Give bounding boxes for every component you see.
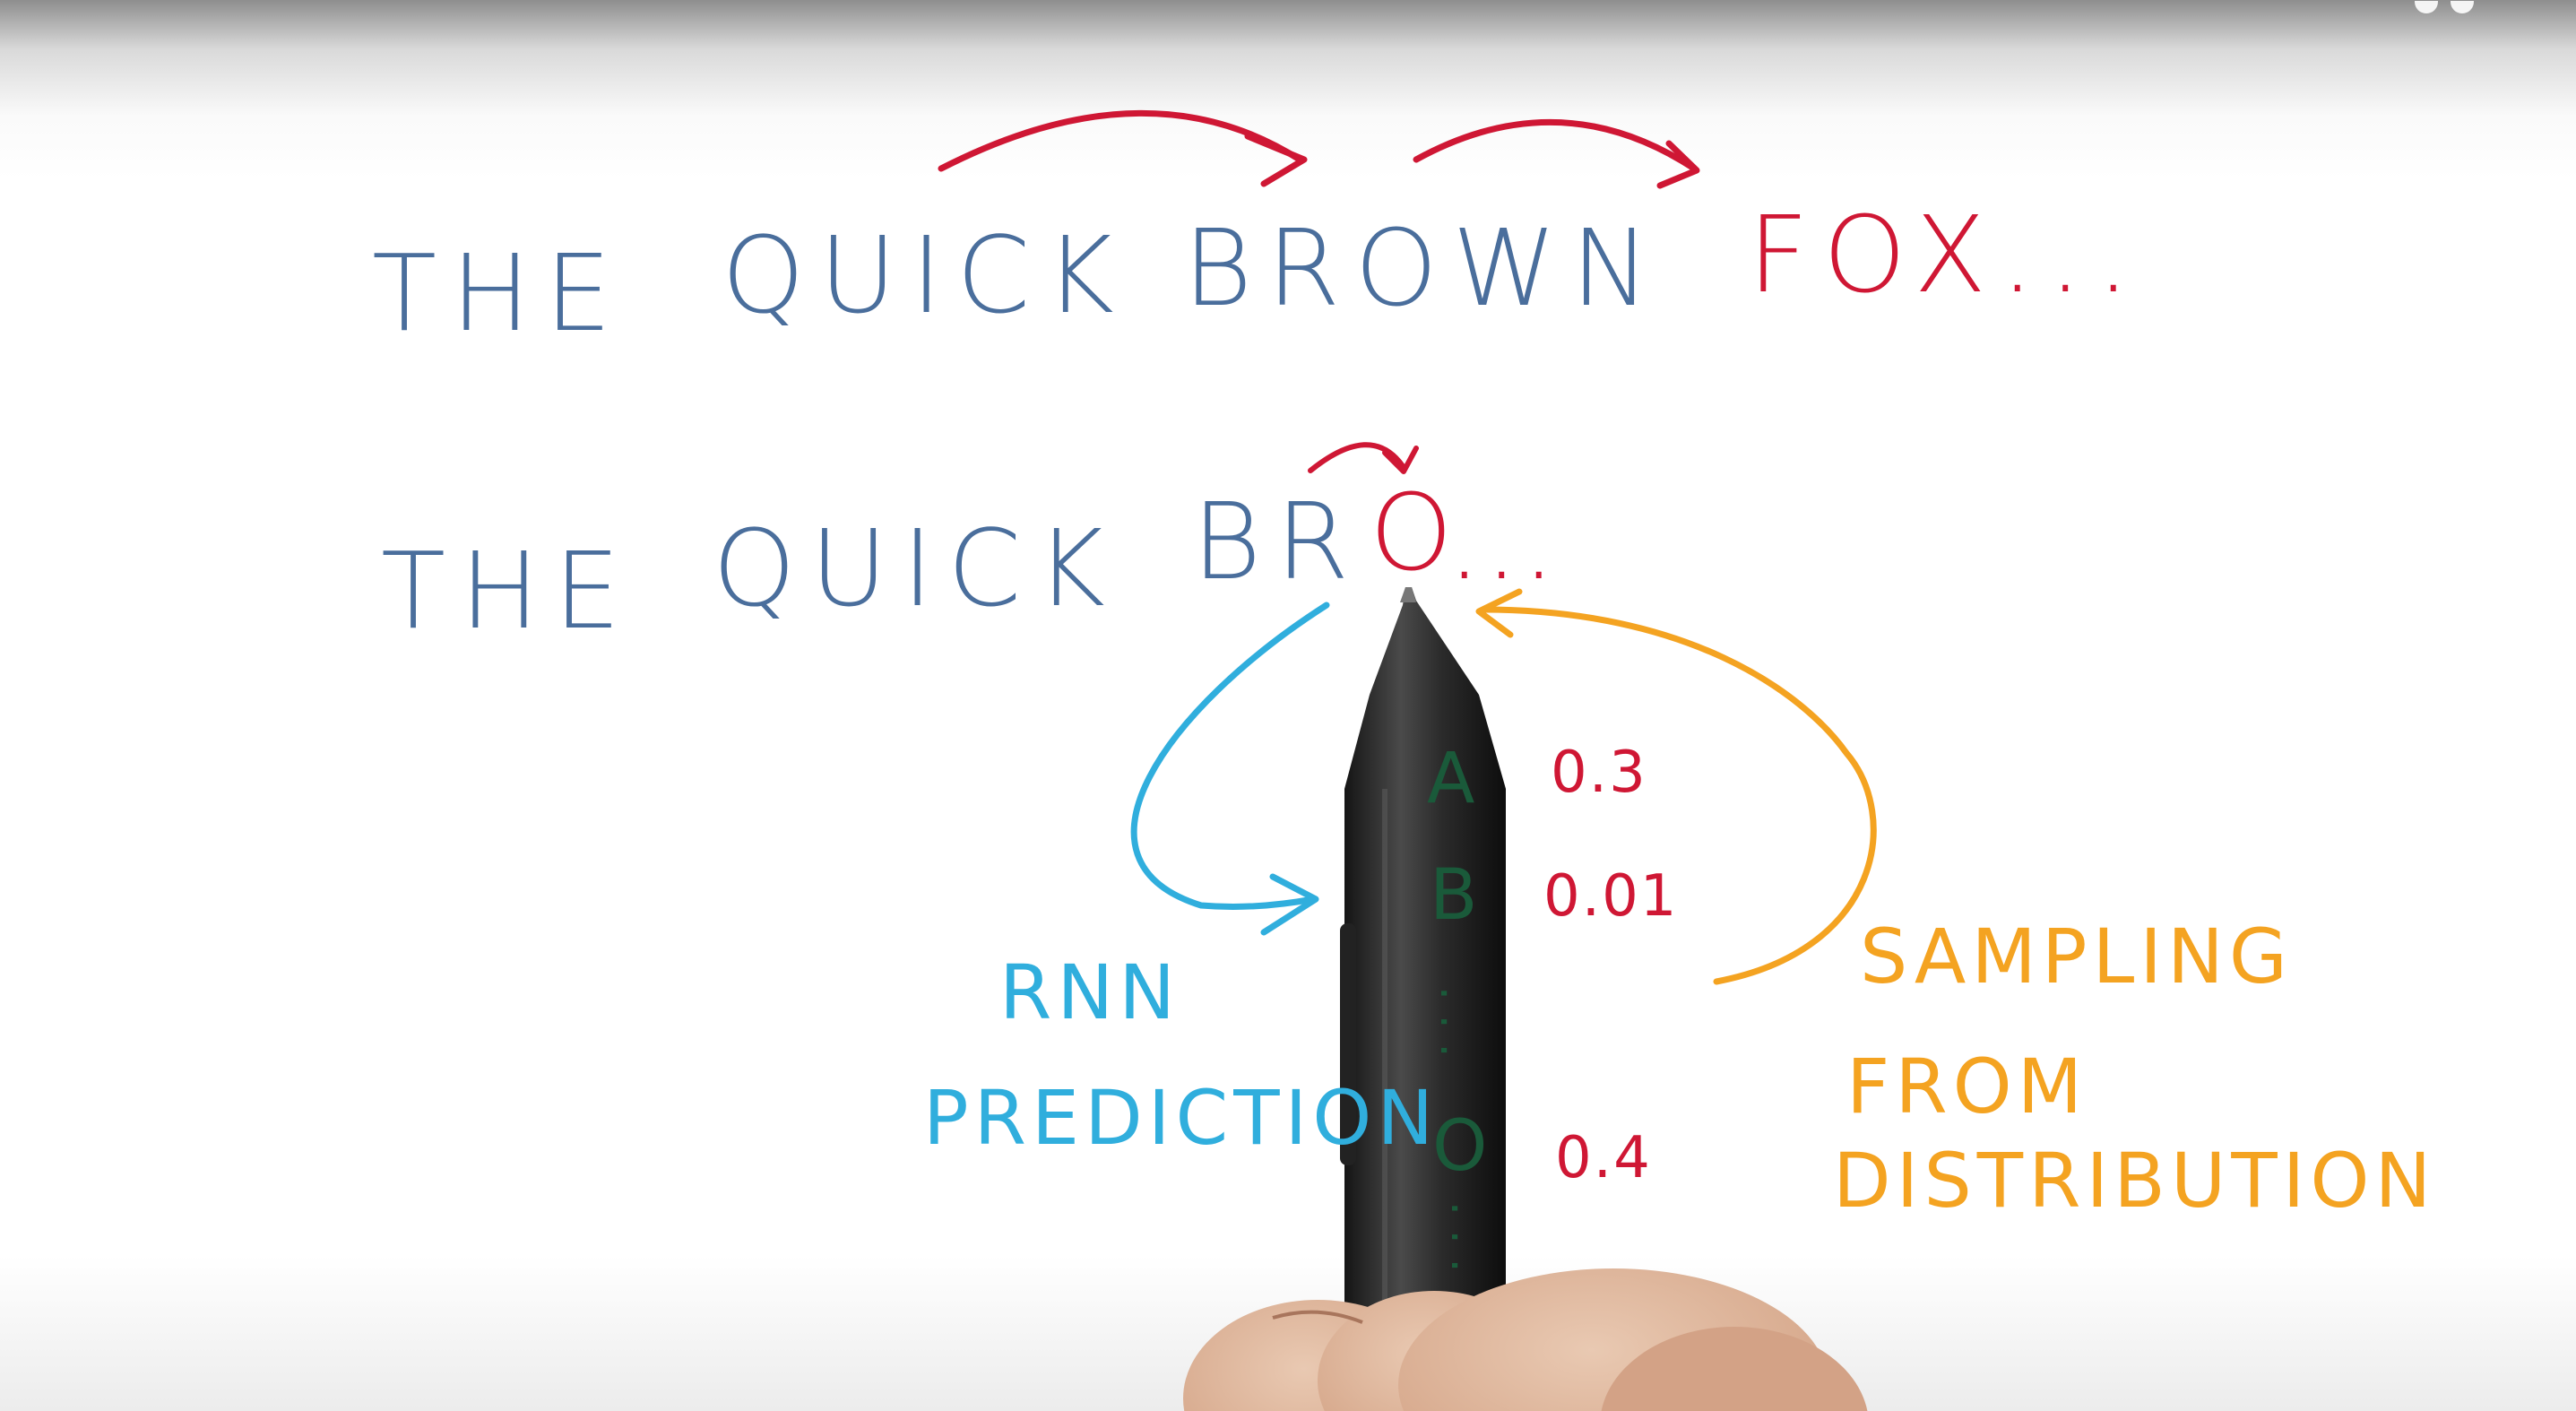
from-label: FROM — [1846, 1043, 2088, 1130]
hand-icon — [1183, 1268, 1868, 1411]
vector-gap: . . . — [1431, 986, 1482, 1058]
word-br: BR — [1192, 480, 1364, 603]
curved-arrow-icon — [1308, 442, 1419, 474]
prediction-label: PREDICTION — [923, 1074, 1439, 1162]
word-quick: QUICK — [722, 213, 1128, 337]
vector-char-b: B — [1430, 855, 1478, 936]
word-the: THE — [372, 231, 627, 355]
prob-a: 0.3 — [1551, 740, 1647, 806]
word-quick-2: QUICK — [713, 506, 1119, 630]
word-brown: BROWN — [1183, 206, 1665, 330]
sampling-label: SAMPLING — [1860, 913, 2293, 1000]
prediction-arrow-icon — [1130, 602, 1330, 936]
vector-gap-2: . . . — [1441, 1201, 1493, 1273]
sampling-arrow-icon — [1475, 588, 1877, 985]
word-fox: FOX... — [1748, 193, 2145, 316]
vector-char-a: A — [1427, 739, 1475, 819]
ellipsis: ... — [1448, 480, 1560, 603]
rnn-label: RNN — [999, 948, 1181, 1036]
current-char: O — [1370, 471, 1467, 594]
curved-arrow-icon — [938, 109, 1308, 187]
word-the-2: THE — [381, 529, 635, 653]
pen-icon — [1340, 587, 1506, 1345]
prob-o: 0.4 — [1555, 1125, 1652, 1191]
vector-char-o: O — [1432, 1106, 1488, 1187]
video-controls-hint — [2415, 0, 2540, 14]
prob-b: 0.01 — [1543, 863, 1679, 930]
curved-arrow-icon — [1413, 118, 1700, 189]
distribution-label: DISTRIBUTION — [1833, 1137, 2437, 1225]
